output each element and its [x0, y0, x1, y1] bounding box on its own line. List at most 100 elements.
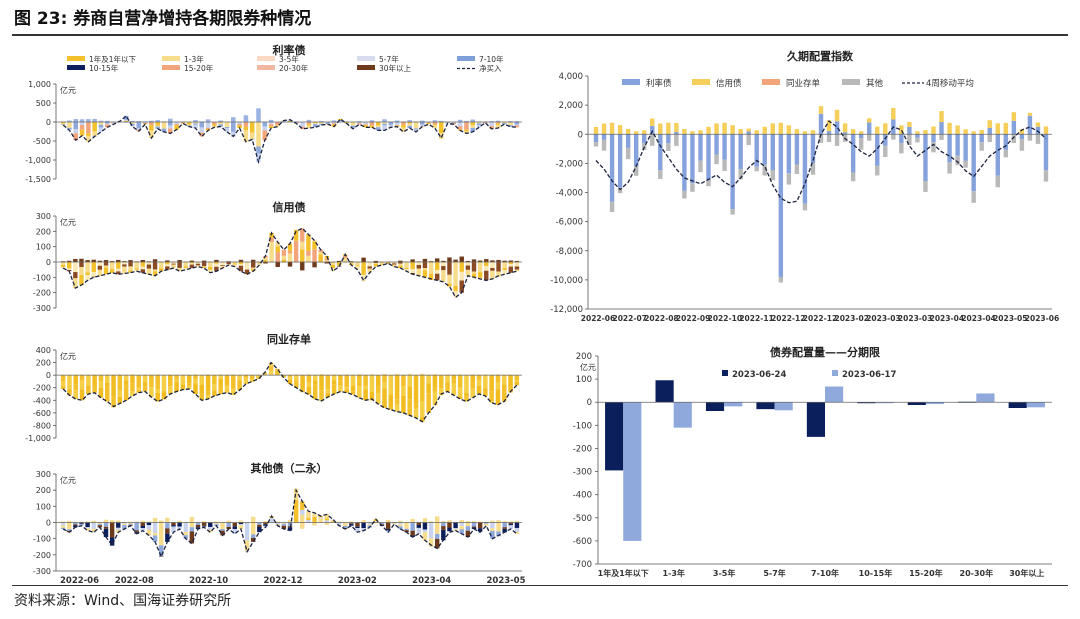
bar-segment: [426, 383, 431, 394]
bar-segment: [438, 375, 444, 389]
bar-segment: [232, 526, 238, 530]
bar-segment: [155, 375, 160, 390]
bar-segment: [97, 525, 103, 528]
bar-segment: [91, 520, 96, 523]
bar-segment: [770, 134, 775, 171]
bar-segment: [794, 129, 800, 135]
bar-segment: [451, 383, 457, 396]
x-tick-label: 2022-12: [263, 576, 302, 586]
bar-segment: [195, 522, 201, 525]
bar-segment: [111, 122, 116, 124]
bar-segment: [180, 122, 186, 124]
bar-segment: [373, 262, 379, 263]
y-tick-label: 200: [36, 227, 51, 236]
bar-segment: [98, 120, 104, 122]
bar-segment: [891, 108, 896, 120]
bar: [857, 402, 876, 404]
bar-segment: [319, 374, 324, 376]
bar-segment: [218, 122, 223, 123]
bar-segment: [195, 527, 201, 529]
bar-segment: [738, 129, 743, 135]
bar-segment: [149, 387, 154, 398]
bar-segment: [232, 264, 238, 267]
bar-segment: [331, 380, 337, 385]
bar-segment: [73, 272, 78, 279]
bar-segment: [363, 385, 368, 390]
bar-segment: [134, 521, 139, 523]
bar-segment: [690, 131, 695, 135]
bar-segment: [625, 134, 631, 148]
bar-segment: [193, 379, 198, 384]
bar-segment: [60, 264, 66, 268]
bar-segment: [293, 488, 299, 501]
bar-segment: [158, 556, 164, 557]
y-tick-label: -6,000: [556, 218, 583, 228]
bar-segment: [149, 122, 154, 126]
y-tick-label: 500: [36, 99, 51, 108]
bar-segment: [103, 267, 109, 275]
bar-segment: [476, 123, 482, 126]
bar-segment: [250, 262, 256, 268]
bar-segment: [432, 122, 438, 125]
bar-segment: [238, 524, 244, 526]
bar-segment: [231, 131, 236, 137]
bar-segment: [382, 375, 387, 383]
bar-segment: [476, 125, 482, 128]
bar-segment: [237, 375, 242, 381]
bar-segment: [130, 125, 135, 127]
bar-segment: [294, 375, 299, 382]
bar-segment: [464, 393, 469, 397]
bar-segment: [79, 122, 85, 125]
bar-segment: [698, 130, 703, 135]
bar-segment: [826, 134, 832, 143]
bar-segment: [324, 260, 330, 262]
bar-segment: [98, 381, 104, 388]
bar-segment: [306, 375, 312, 383]
legend-label: 5-7年: [379, 54, 399, 64]
bar-segment: [858, 138, 864, 150]
bar-segment: [514, 124, 520, 126]
x-tick-label: 2023-05: [486, 576, 525, 586]
bar-segment: [471, 526, 477, 528]
bar-segment: [891, 134, 896, 140]
bar-segment: [281, 249, 287, 256]
bar-segment: [122, 522, 127, 524]
bar-segment: [257, 524, 262, 527]
bar-segment: [238, 525, 244, 529]
bar: [705, 402, 725, 412]
y-tick-label: 1,000: [28, 80, 51, 89]
bar-segment: [117, 390, 123, 397]
bar-segment: [177, 262, 182, 268]
bar-segment: [349, 523, 354, 525]
bar-segment: [842, 132, 848, 135]
bar-segment: [794, 164, 800, 174]
bar-segment: [453, 285, 458, 291]
bar-segment: [722, 122, 727, 135]
bar-segment: [324, 522, 330, 525]
bar-segment: [407, 123, 412, 126]
bar-segment: [971, 131, 976, 135]
bar-segment: [318, 518, 323, 523]
bar-segment: [86, 135, 91, 142]
bar: [825, 386, 844, 403]
bar-segment: [103, 519, 109, 523]
bar-segment: [155, 392, 160, 402]
net-buy-line: [62, 488, 518, 559]
bar-segment: [1027, 134, 1033, 141]
legend-label: 4周移动平均: [926, 78, 974, 89]
bar-segment: [385, 519, 391, 523]
bar-segment: [850, 172, 856, 182]
bar-segment: [171, 526, 176, 533]
bar-segment: [388, 375, 394, 395]
bar-segment: [218, 384, 223, 394]
bar-segment: [357, 123, 362, 125]
bar-segment: [281, 259, 287, 262]
bar-segment: [489, 401, 494, 403]
bar-segment: [357, 121, 362, 122]
x-tick-label: 7-10年: [811, 568, 839, 578]
bar-segment: [142, 386, 148, 392]
bar-segment: [79, 124, 85, 130]
bar-segment: [344, 386, 349, 390]
bar-segment: [495, 120, 501, 122]
bar-segment: [130, 120, 135, 122]
